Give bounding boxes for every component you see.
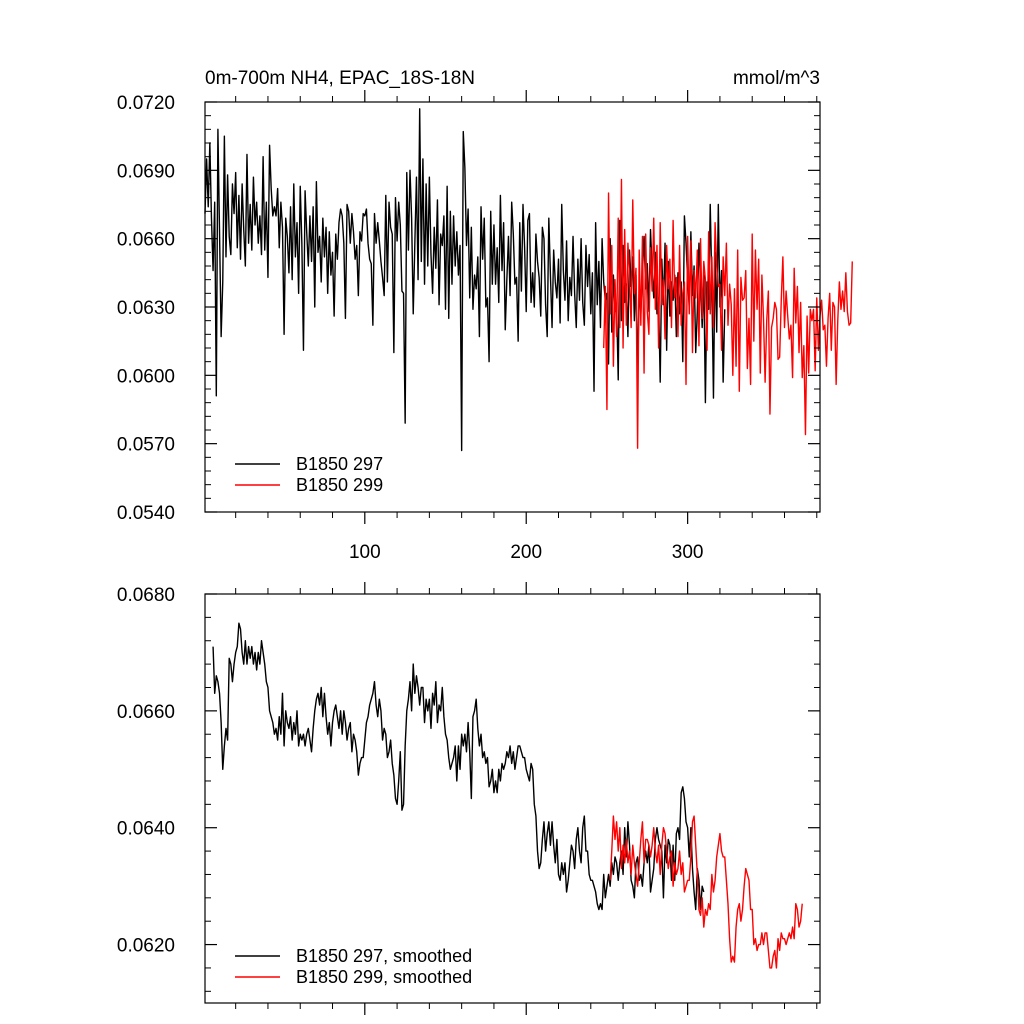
plot-frame xyxy=(204,593,821,1004)
legend-label: B1850 297, smoothed xyxy=(296,946,472,966)
top-panel: 0.0540 0.0570 0.0600 0.0630 0.0660 0.0690 0.07… xyxy=(117,68,853,563)
y-tick-label: 0.0720 xyxy=(117,93,175,114)
y-tick-label: 0.0630 xyxy=(117,298,175,319)
bottom-panel: 0.0620 0.0640 0.0660 0.0680 B1850 297, smoot… xyxy=(117,582,821,1015)
units-label: mmol/m^3 xyxy=(733,68,820,89)
y-tick-label: 0.0540 xyxy=(117,503,175,524)
x-tick-label: 200 xyxy=(510,542,542,563)
y-tick-label: 0.0690 xyxy=(117,161,175,182)
y-tick-label: 0.0620 xyxy=(117,936,175,957)
legend-label: B1850 297 xyxy=(296,454,383,474)
y-tick-label: 0.0660 xyxy=(117,702,175,723)
y-tick-label: 0.0680 xyxy=(117,585,175,606)
y-tick-label: 0.0660 xyxy=(117,230,175,251)
series-line-b1850-299 xyxy=(609,815,803,969)
series-line-b1850-299 xyxy=(603,178,853,449)
legend-label: B1850 299 xyxy=(296,475,383,495)
y-tick-label: 0.0600 xyxy=(117,366,175,387)
y-tick-label: 0.0640 xyxy=(117,819,175,840)
x-tick-label: 300 xyxy=(672,542,704,563)
chart-title: 0m-700m NH4, EPAC_18S-18N xyxy=(205,68,475,89)
x-tick-label: 100 xyxy=(349,542,381,563)
legend-label: B1850 299, smoothed xyxy=(296,967,472,987)
y-tick-label: 0.0570 xyxy=(117,435,175,456)
